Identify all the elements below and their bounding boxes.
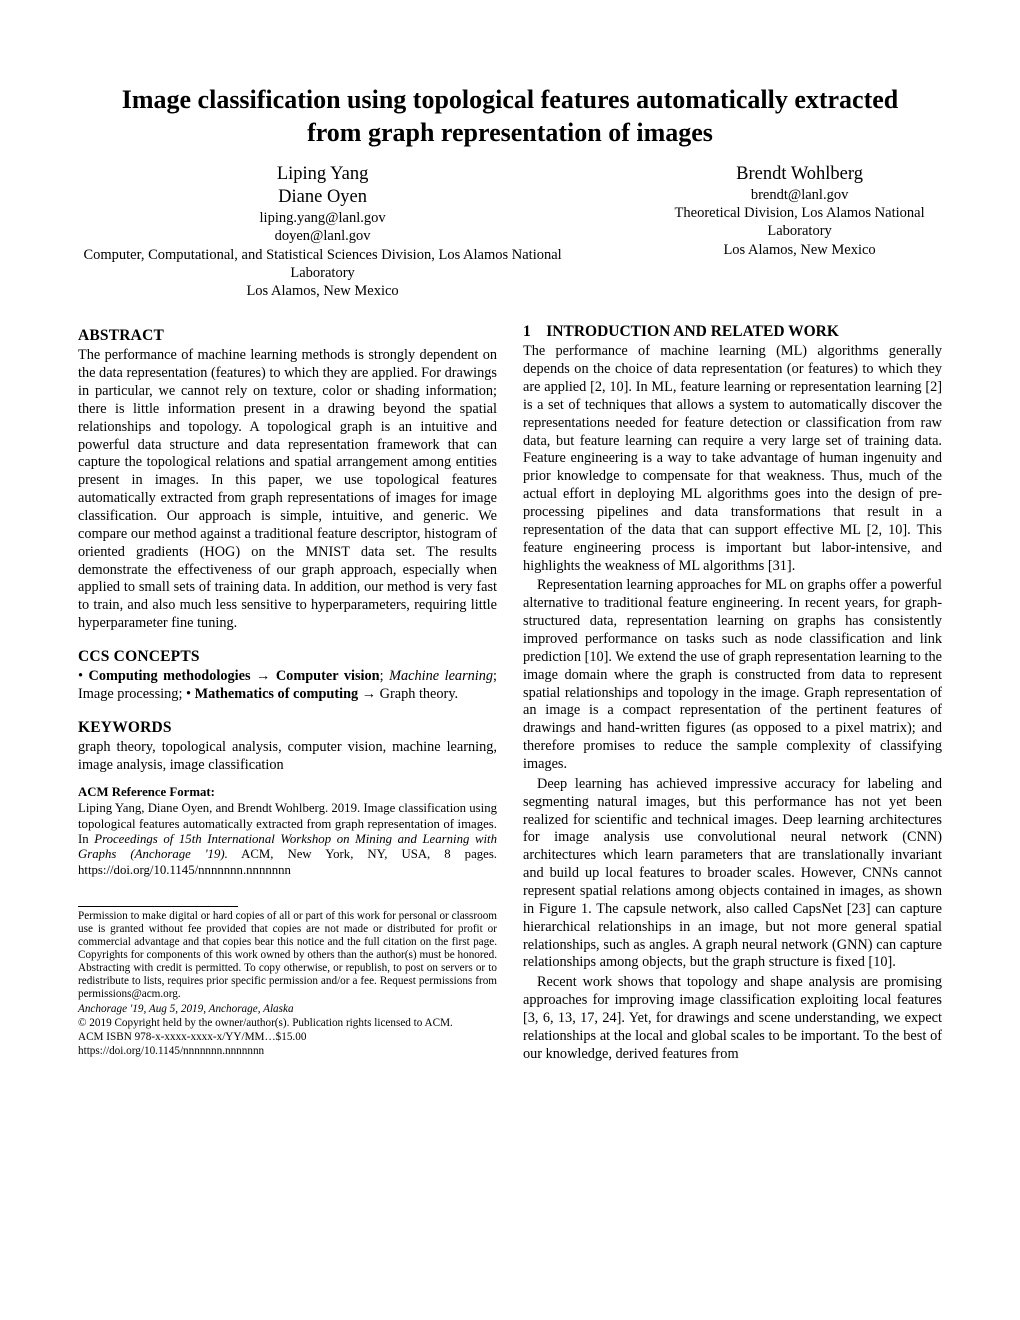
- author-affiliation: Theoretical Division, Los Alamos Nationa…: [657, 204, 942, 240]
- conference-footnote: Anchorage '19, Aug 5, 2019, Anchorage, A…: [78, 1002, 497, 1016]
- author-name: Diane Oyen: [78, 186, 567, 209]
- author-location: Los Alamos, New Mexico: [657, 241, 942, 259]
- paper-title: Image classification using topological f…: [78, 84, 942, 149]
- abstract-text: The performance of machine learning meth…: [78, 347, 497, 633]
- author-block-right: Brendt Wohlberg brendt@lanl.gov Theoreti…: [657, 163, 942, 300]
- acm-ref-heading: ACM Reference Format:: [78, 785, 497, 801]
- author-location: Los Alamos, New Mexico: [78, 282, 567, 300]
- abstract-heading: ABSTRACT: [78, 326, 497, 345]
- isbn-footnote: ACM ISBN 978-x-xxxx-xxxx-x/YY/MM…$15.00: [78, 1030, 497, 1044]
- acm-ref-body: Liping Yang, Diane Oyen, and Brendt Wohl…: [78, 801, 497, 878]
- ccs-heading: CCS CONCEPTS: [78, 647, 497, 666]
- ccs-concepts: • Computing methodologies → Computer vis…: [78, 668, 497, 704]
- author-block-left: Liping Yang Diane Oyen liping.yang@lanl.…: [78, 163, 567, 300]
- intro-heading: 1 INTRODUCTION AND RELATED WORK: [523, 322, 942, 341]
- keywords-text: graph theory, topological analysis, comp…: [78, 739, 497, 775]
- left-column: ABSTRACT The performance of machine lear…: [78, 322, 497, 1066]
- permission-footnote: Permission to make digital or hard copie…: [78, 910, 497, 1002]
- right-column: 1 INTRODUCTION AND RELATED WORK The perf…: [523, 322, 942, 1066]
- copyright-footnote: © 2019 Copyright held by the owner/autho…: [78, 1016, 497, 1030]
- intro-p3: Deep learning has achieved impressive ac…: [523, 776, 942, 972]
- intro-p1: The performance of machine learning (ML)…: [523, 343, 942, 575]
- authors-row: Liping Yang Diane Oyen liping.yang@lanl.…: [78, 163, 942, 300]
- author-email: doyen@lanl.gov: [78, 227, 567, 245]
- intro-p4: Recent work shows that topology and shap…: [523, 974, 942, 1063]
- author-name: Brendt Wohlberg: [657, 163, 942, 186]
- intro-p2: Representation learning approaches for M…: [523, 577, 942, 773]
- author-name: Liping Yang: [78, 163, 567, 186]
- doi-footnote: https://doi.org/10.1145/nnnnnnn.nnnnnnn: [78, 1044, 497, 1058]
- footnote-rule: [78, 906, 238, 907]
- author-affiliation: Computer, Computational, and Statistical…: [78, 246, 567, 282]
- author-email: brendt@lanl.gov: [657, 186, 942, 204]
- author-email: liping.yang@lanl.gov: [78, 209, 567, 227]
- two-column-body: ABSTRACT The performance of machine lear…: [78, 322, 942, 1066]
- keywords-heading: KEYWORDS: [78, 718, 497, 737]
